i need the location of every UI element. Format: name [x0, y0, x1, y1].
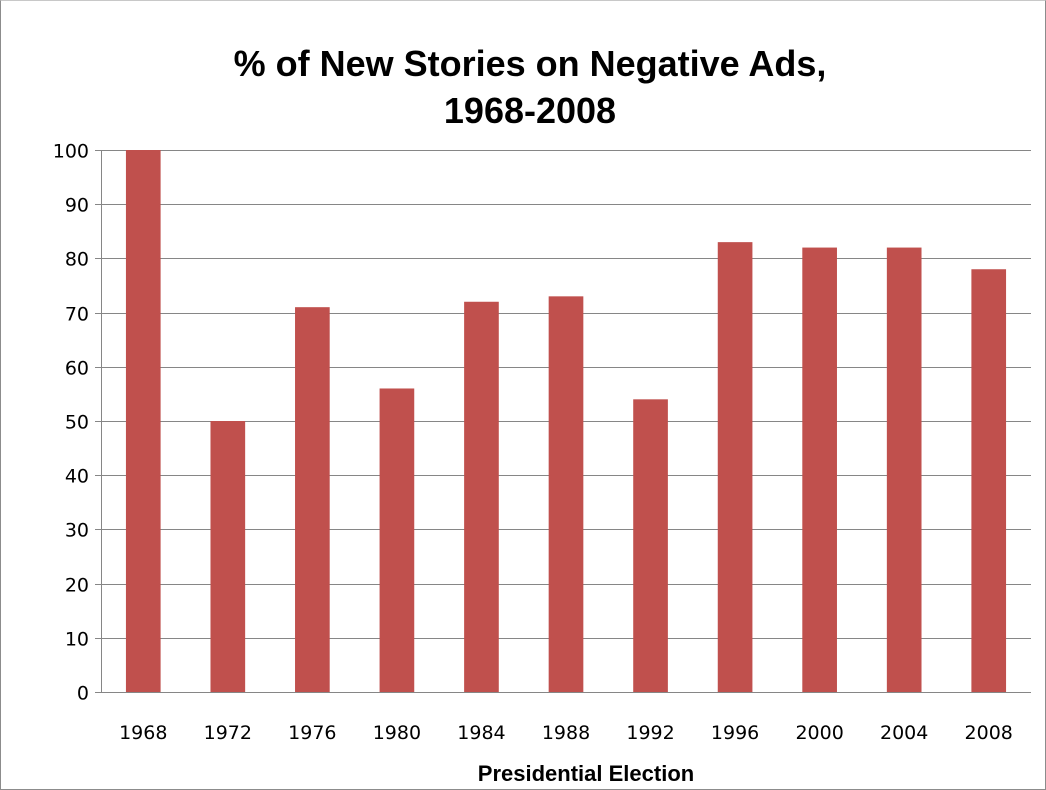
x-tick-label-1980: 1980	[373, 722, 421, 744]
y-tick-label-70: 70	[65, 304, 89, 326]
x-tick-label-1988: 1988	[542, 722, 590, 744]
chart-title-line-1: % of New Stories on Negative Ads,	[233, 43, 827, 84]
y-tick-label-100: 100	[53, 141, 89, 163]
y-tick-label-60: 60	[65, 358, 89, 380]
y-tick-label-50: 50	[65, 412, 89, 434]
y-tick-label-30: 30	[65, 520, 89, 542]
bar-1968	[125, 150, 161, 692]
bar-1988	[548, 296, 584, 692]
x-tick-label-1968: 1968	[119, 722, 167, 744]
bar-1976	[295, 307, 330, 692]
x-tick-label-1984: 1984	[457, 722, 505, 744]
x-tick-label-1992: 1992	[626, 722, 674, 744]
y-tick-label-10: 10	[65, 629, 89, 651]
x-tick-labels: 1968 1972 1976 1980 1984 1988 1992 1996 2000 2004…	[119, 722, 1013, 744]
bar-1984	[464, 301, 499, 692]
x-tick-label-2004: 2004	[880, 722, 928, 744]
bar-1972	[210, 421, 246, 692]
x-tick-label-1996: 1996	[711, 722, 759, 744]
y-tick-label-20: 20	[65, 575, 89, 597]
bar-2008	[971, 269, 1007, 692]
chart-title-line-2: 1968-2008	[443, 90, 617, 131]
y-tick-label-90: 90	[65, 195, 89, 217]
chart-title: % of New Stories on Negative Ads, 1968-2…	[80, 40, 980, 134]
bar-1980	[379, 388, 415, 692]
bar-2000	[802, 247, 837, 692]
bars	[125, 150, 1007, 692]
y-tick-label-40: 40	[65, 466, 89, 488]
x-tick-label-1976: 1976	[288, 722, 336, 744]
x-tick-label-2000: 2000	[795, 722, 843, 744]
bar-1996	[717, 242, 753, 692]
axes	[95, 150, 1031, 693]
y-tick-label-80: 80	[65, 249, 89, 271]
x-tick-label-2008: 2008	[965, 722, 1013, 744]
y-tick-label-0: 0	[77, 683, 89, 705]
x-tick-label-1972: 1972	[204, 722, 252, 744]
bar-2004	[886, 247, 922, 692]
y-tick-labels: 0 10 20 30 40 50 60 70 80 90 100	[53, 141, 89, 705]
x-axis-title: Presidential Election	[478, 761, 694, 786]
bar-1992	[633, 399, 668, 692]
